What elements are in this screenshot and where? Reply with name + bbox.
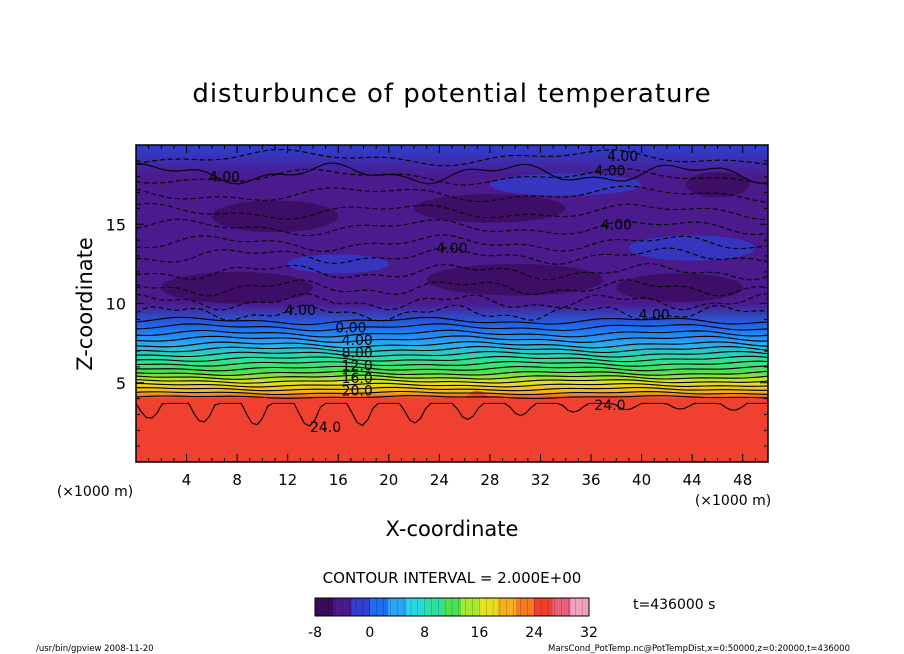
colorbar-dividers [321, 598, 583, 616]
contour-line-positive [136, 323, 768, 332]
x-tick-label: 12 [278, 471, 297, 489]
x-tick-label: 48 [733, 471, 752, 489]
contour-line-negative [136, 262, 768, 281]
contour-lines [136, 148, 768, 427]
contour-label: 4.00 [601, 217, 632, 233]
colorbar-tick-label: 32 [580, 625, 598, 641]
anomaly-patch [426, 263, 604, 296]
x-axis-ticks: 4 8 12 16 20 24 28 32 36 40 44 48 [148, 145, 756, 489]
x-tick-label: 20 [379, 471, 398, 489]
colorbar-fill [315, 598, 589, 616]
contour-line-positive [136, 374, 768, 380]
contour-line-positive [136, 335, 768, 343]
contour-labels: 4.004.004.004.004.004.00 4.000.004.008.00… [209, 149, 670, 436]
contour-label: 4.00 [594, 163, 625, 179]
contour-line-positive [136, 382, 768, 388]
contour-line-negative [136, 304, 768, 322]
contour-line-negative [136, 167, 768, 186]
x-axis-unit-right: (×1000 m) [695, 493, 771, 509]
colorbar: -8 0 8 16 24 32 [308, 597, 598, 641]
contour-label: 4.00 [342, 333, 373, 349]
contour-line-negative [136, 293, 768, 311]
colorbar-tick-label: 24 [525, 625, 543, 641]
contour-line-negative [136, 279, 768, 297]
anomaly-patch [628, 235, 756, 261]
colorbar-ticks: -8 0 8 16 24 32 [308, 625, 598, 641]
anomaly-patch [660, 404, 724, 456]
x-tick-label: 8 [232, 471, 242, 489]
contour-label: 4.00 [639, 308, 670, 324]
contour-line-positive [136, 370, 768, 376]
x-axis-unit-left: (×1000 m) [57, 484, 133, 500]
contour-line-positive [136, 316, 768, 326]
x-axis-label: X-coordinate [386, 517, 519, 541]
contour-label: 20.0 [342, 384, 373, 400]
contour-label: 24.0 [594, 398, 625, 414]
x-tick-label: 24 [430, 471, 449, 489]
contour-label: 24.0 [310, 420, 341, 436]
x-tick-label: 16 [329, 471, 348, 489]
contour-line-positive [136, 329, 768, 338]
colorbar-tick-label: -8 [308, 625, 322, 641]
contour-label: 4.00 [436, 241, 467, 257]
contour-line-positive [136, 365, 768, 372]
contour-label: 16.0 [342, 371, 373, 387]
contour-label: 4.00 [209, 170, 240, 186]
contour-line-positive [136, 386, 768, 392]
footer-right: MarsCond_PotTemp.nc@PotTempDist,x=0:5000… [548, 644, 850, 654]
x-tick-label: 32 [531, 471, 550, 489]
contour-line-positive [136, 350, 768, 358]
contour-line-positive [136, 360, 768, 367]
contour-line-positive [136, 162, 768, 185]
contour-line-positive [136, 378, 768, 384]
contour-label: 0.00 [335, 320, 366, 336]
contour-line-negative [136, 148, 768, 167]
contour-line-positive [136, 355, 768, 363]
contour-line-negative [136, 234, 768, 252]
x-tick-label: 44 [683, 471, 702, 489]
contour-line-negative [136, 218, 768, 237]
contour-label: 8.00 [342, 346, 373, 362]
contour-line-negative [136, 247, 768, 265]
x-tick-label: 4 [182, 471, 192, 489]
anomaly-patch [489, 173, 642, 196]
contour-line-positive [136, 390, 768, 396]
contour-line-surface [136, 402, 768, 427]
colorbar-tick-label: 0 [365, 625, 374, 641]
footer-left: /usr/bin/gpview 2008-11-20 [36, 644, 154, 654]
plot-area: 4.004.004.004.004.004.00 4.000.004.008.00… [106, 144, 769, 489]
x-tick-label: 36 [581, 471, 600, 489]
contour-line-positive [136, 395, 768, 399]
chart-title: disturbunce of potential temperature [192, 79, 711, 109]
contour-line-negative [136, 185, 768, 203]
y-axis-ticks: 5 10 15 [106, 160, 768, 447]
field-anomalies [161, 171, 756, 456]
time-label: t=436000 s [633, 597, 715, 613]
contour-line-negative [136, 202, 768, 221]
contour-label: 4.00 [607, 149, 638, 165]
colorbar-tick-label: 8 [420, 625, 429, 641]
anomaly-patch [287, 254, 389, 274]
anomaly-patch [211, 200, 339, 233]
contour-line-positive [136, 341, 768, 349]
anomaly-patch [458, 390, 497, 455]
y-tick-label: 10 [106, 295, 126, 314]
y-tick-label: 5 [116, 374, 126, 393]
contour-label: 12.0 [342, 358, 373, 374]
contour-line-positive [136, 346, 768, 354]
x-tick-label: 28 [480, 471, 499, 489]
contour-interval: CONTOUR INTERVAL = 2.000E+00 [323, 569, 582, 587]
y-axis-label: Z-coordinate [73, 237, 97, 371]
anomaly-patch [414, 194, 566, 223]
anomaly-patch [161, 271, 313, 304]
contour-label: 4.00 [285, 303, 316, 319]
anomaly-patch [616, 273, 743, 302]
colorbar-frame [314, 597, 590, 617]
x-tick-label: 40 [632, 471, 651, 489]
colorbar-tick-label: 16 [470, 625, 488, 641]
y-tick-label: 15 [106, 215, 126, 234]
